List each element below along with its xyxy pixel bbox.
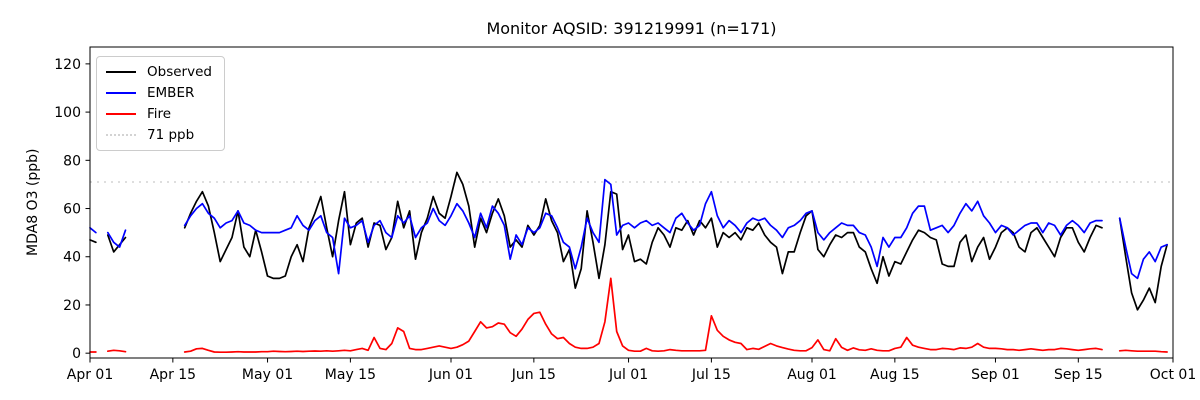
- legend-label-observed: Observed: [147, 64, 212, 80]
- x-tick-label: Aug 15: [870, 367, 920, 383]
- x-tick-label: Jul 15: [691, 367, 731, 383]
- legend-label-fire: Fire: [147, 106, 172, 122]
- x-tick-label: Jun 15: [511, 367, 556, 383]
- y-tick-label: 80: [63, 153, 81, 169]
- legend-line-observed: [106, 71, 136, 73]
- ember-line: [1118, 217, 1168, 280]
- chart-title: Monitor AQSID: 391219991 (n=171): [486, 19, 777, 38]
- x-tick-label: Aug 01: [787, 367, 837, 383]
- x-tick-label: May 01: [242, 367, 293, 383]
- x-tick-label: Apr 01: [67, 367, 113, 383]
- ember-line: [183, 178, 1103, 275]
- legend-item-fire: Fire: [106, 106, 212, 122]
- x-tick-label: Apr 15: [150, 367, 196, 383]
- legend-label-ember: EMBER: [147, 85, 195, 101]
- y-tick-label: 0: [72, 346, 81, 362]
- observed-line: [1118, 217, 1168, 311]
- x-tick-label: Sep 15: [1054, 367, 1103, 383]
- axes-frame: [89, 46, 1174, 359]
- y-tick-label: 100: [54, 105, 81, 121]
- x-tick-label: May 15: [325, 367, 376, 383]
- legend-item-threshold: 71 ppb: [106, 127, 212, 143]
- x-tick-label: Sep 01: [971, 367, 1020, 383]
- x-tick-label: Oct 01: [1150, 367, 1196, 383]
- legend-item-ember: EMBER: [106, 85, 212, 101]
- fire-line: [183, 277, 1103, 354]
- y-tick-label: 20: [63, 298, 81, 314]
- x-tick-label: Jul 01: [608, 367, 648, 383]
- legend: Observed EMBER Fire 71 ppb: [96, 56, 225, 151]
- y-tick-label: 40: [63, 250, 81, 266]
- y-tick-label: 120: [54, 57, 81, 73]
- ember-line: [89, 226, 97, 234]
- observed-line: [183, 171, 1103, 289]
- legend-line-threshold: [106, 134, 136, 136]
- legend-line-ember: [106, 92, 136, 94]
- y-tick-label: 60: [63, 202, 81, 218]
- x-tick-label: Jun 01: [428, 367, 473, 383]
- fire-line: [1118, 349, 1168, 353]
- observed-line: [89, 239, 97, 244]
- fire-line: [106, 349, 127, 353]
- legend-line-fire: [106, 113, 136, 115]
- legend-item-observed: Observed: [106, 64, 212, 80]
- legend-label-threshold: 71 ppb: [147, 127, 195, 143]
- ember-line: [106, 229, 127, 248]
